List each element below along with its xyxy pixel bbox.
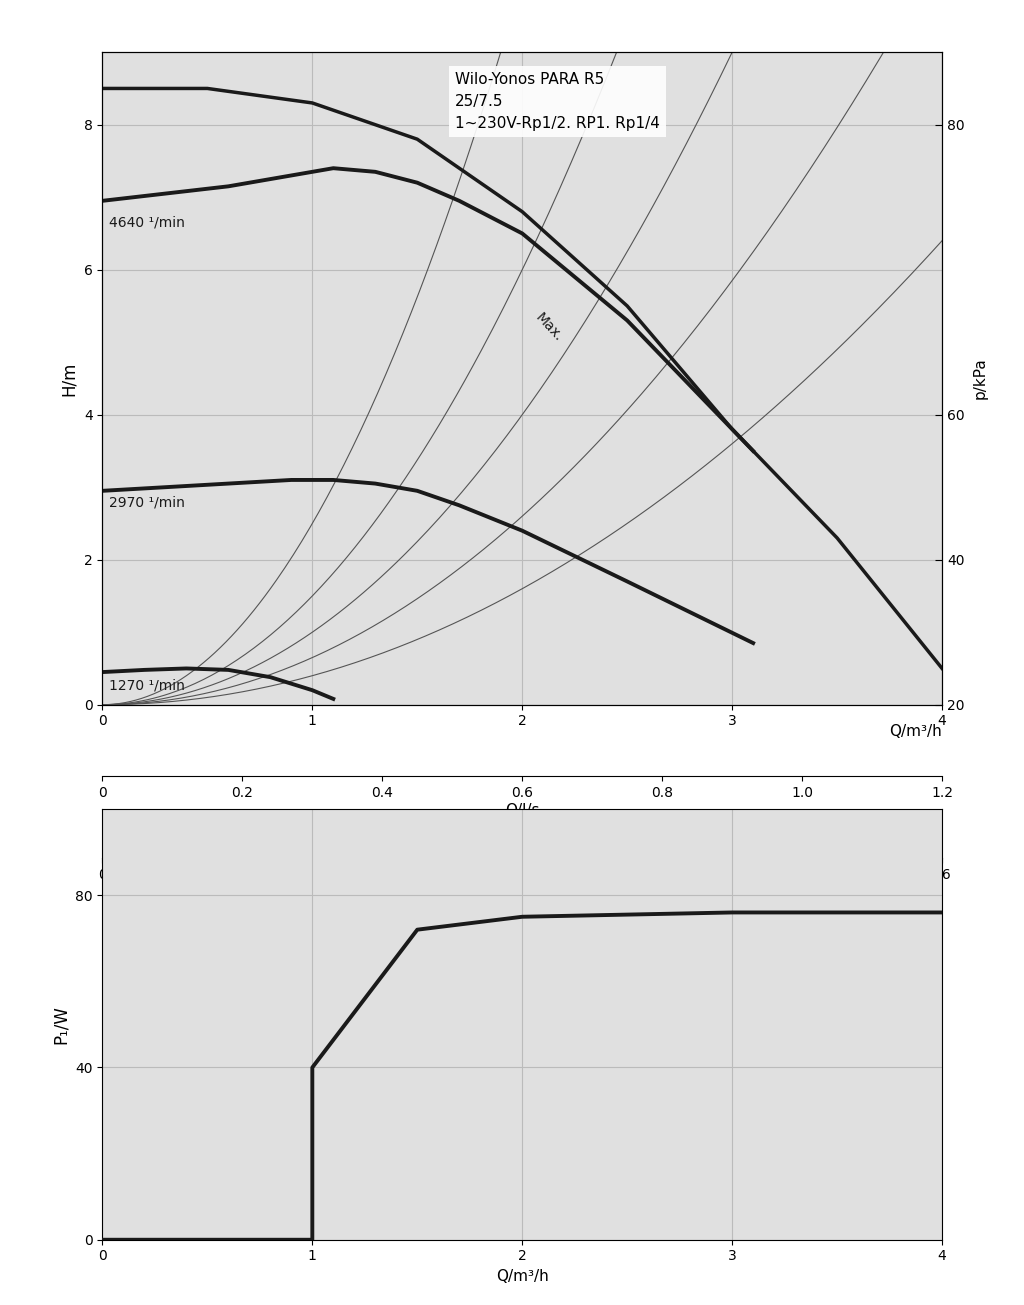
Y-axis label: p/kPa: p/kPa: [973, 358, 988, 399]
Y-axis label: H/m: H/m: [60, 361, 78, 395]
X-axis label: Q/lgpm
- 0: Q/lgpm - 0: [495, 885, 550, 917]
Text: 4640 ¹/min: 4640 ¹/min: [109, 215, 184, 230]
X-axis label: Q/m³/h: Q/m³/h: [496, 1268, 549, 1284]
Text: 2970 ¹/min: 2970 ¹/min: [109, 496, 184, 510]
Text: Max.: Max.: [532, 311, 565, 345]
Y-axis label: P₁/W: P₁/W: [51, 1005, 70, 1044]
X-axis label: Q/l/s: Q/l/s: [505, 803, 540, 818]
Text: Q/m³/h: Q/m³/h: [889, 724, 942, 739]
Text: 1270 ¹/min: 1270 ¹/min: [109, 679, 184, 693]
Text: Wilo-Yonos PARA R5
25/7.5
1~230V-Rp1/2. RP1. Rp1/4: Wilo-Yonos PARA R5 25/7.5 1~230V-Rp1/2. …: [455, 72, 659, 132]
